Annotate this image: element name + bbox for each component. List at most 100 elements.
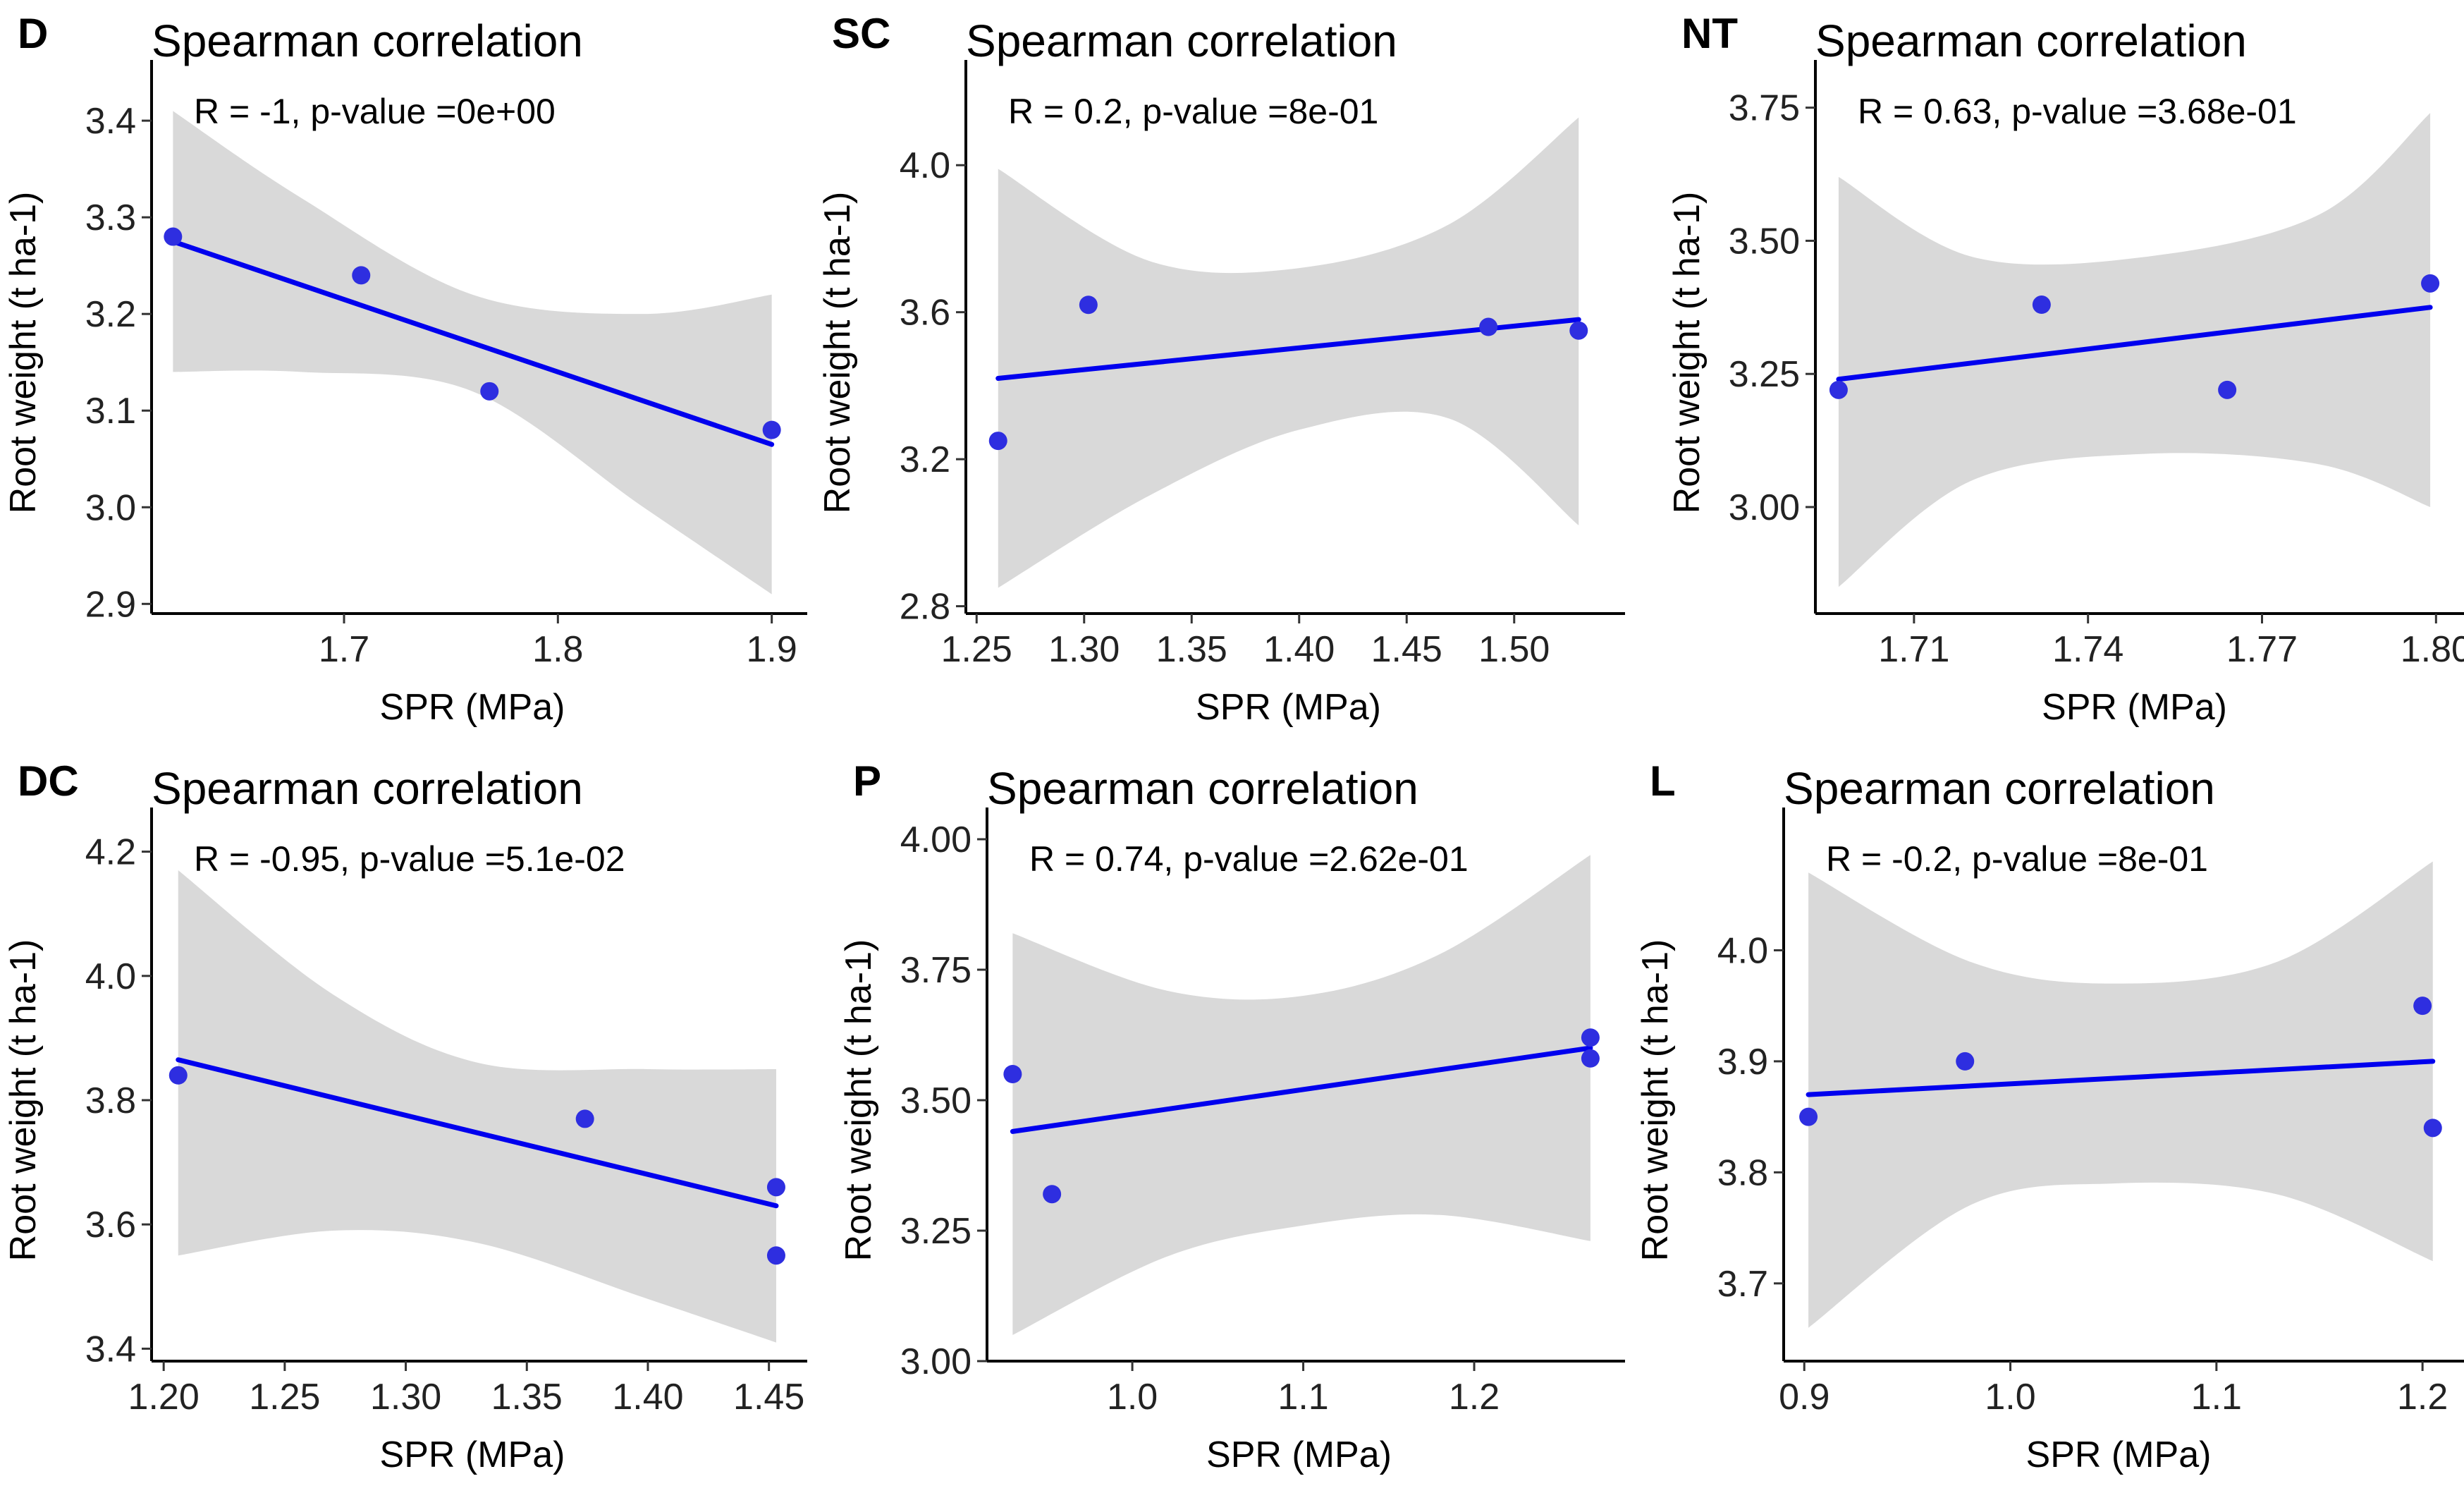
y-axis-title: Root weight (t ha-1) — [3, 192, 44, 514]
data-point — [1799, 1107, 1818, 1126]
x-tick-label: 0.9 — [1779, 1377, 1829, 1418]
x-tick-label: 1.35 — [1156, 629, 1227, 670]
y-tick-label: 3.25 — [1729, 354, 1800, 395]
y-tick-label: 3.50 — [900, 1080, 971, 1121]
panel-title: Spearman correlation — [152, 763, 583, 814]
x-tick-label: 1.35 — [491, 1377, 563, 1418]
x-tick-label: 1.1 — [2191, 1377, 2242, 1418]
data-point — [762, 420, 781, 439]
y-tick-label: 3.9 — [1717, 1042, 1768, 1083]
data-point — [1003, 1065, 1022, 1083]
x-axis-title: SPR (MPa) — [2042, 687, 2227, 728]
y-tick-label: 3.3 — [85, 197, 136, 238]
x-axis-title: SPR (MPa) — [1196, 687, 1381, 728]
data-point — [1581, 1049, 1600, 1068]
y-tick-label: 3.25 — [900, 1211, 971, 1252]
y-tick-label: 4.0 — [900, 145, 950, 186]
y-tick-label: 3.0 — [85, 487, 136, 528]
x-tick-label: 1.45 — [1371, 629, 1442, 670]
y-tick-label: 4.2 — [85, 832, 136, 873]
data-point — [1581, 1028, 1600, 1047]
y-tick-label: 3.2 — [85, 294, 136, 335]
confidence-band — [173, 111, 772, 595]
y-tick-label: 4.0 — [1717, 930, 1768, 971]
x-axis-title: SPR (MPa) — [1206, 1434, 1392, 1475]
x-tick-label: 1.71 — [1878, 629, 1949, 670]
data-point — [168, 1066, 188, 1085]
x-tick-label: 1.1 — [1277, 1377, 1328, 1418]
panel-p: 3.00 3.25 3.50 3.75 4.00 1.0 1.1 1.2 P Spearman c… — [838, 757, 1625, 1475]
correlation-stat: R = 0.2, p-value =8e-01 — [1008, 92, 1378, 131]
x-tick-label: 1.77 — [2226, 629, 2298, 670]
panel-letter: SC — [832, 10, 890, 57]
data-point — [1043, 1185, 1062, 1204]
x-axis-title: SPR (MPa) — [380, 687, 565, 728]
x-tick-label: 1.8 — [532, 629, 583, 670]
y-axis-title: Root weight (t ha-1) — [817, 192, 858, 514]
panel-l: 3.7 3.8 3.9 4.0 0.9 1.0 1.1 1.2 L Spearman correl… — [1635, 757, 2464, 1475]
x-tick-label: 1.7 — [319, 629, 369, 670]
y-tick-label: 4.00 — [900, 819, 971, 860]
correlation-stat: R = -1, p-value =0e+00 — [194, 92, 556, 131]
data-point — [1829, 380, 1848, 399]
y-tick-label: 2.8 — [900, 587, 950, 628]
data-point — [2413, 997, 2432, 1016]
data-point — [2032, 295, 2051, 315]
panel-title: Spearman correlation — [1815, 16, 2247, 66]
x-tick-label: 1.25 — [249, 1377, 320, 1418]
x-tick-label: 1.25 — [941, 629, 1012, 670]
correlation-stat: R = 0.74, p-value =2.62e-01 — [1029, 839, 1469, 879]
panel-title: Spearman correlation — [987, 763, 1418, 814]
y-tick-label: 4.0 — [85, 956, 136, 997]
x-tick-label: 1.0 — [1985, 1377, 2035, 1418]
data-point — [480, 382, 499, 401]
x-tick-label: 1.74 — [2052, 629, 2123, 670]
y-tick-label: 3.8 — [85, 1080, 136, 1121]
x-tick-label: 1.2 — [2397, 1377, 2448, 1418]
confidence-band — [1838, 113, 2431, 587]
data-point — [2218, 380, 2237, 399]
y-tick-label: 3.6 — [85, 1205, 136, 1245]
y-tick-label: 3.4 — [85, 1329, 136, 1370]
x-tick-label: 1.20 — [128, 1377, 200, 1418]
x-tick-label: 1.30 — [1048, 629, 1120, 670]
data-point — [575, 1109, 594, 1128]
x-tick-label: 1.2 — [1449, 1377, 1500, 1418]
confidence-band — [1808, 861, 2433, 1328]
data-point — [2423, 1119, 2442, 1138]
data-point — [1079, 295, 1098, 315]
data-point — [1569, 321, 1588, 340]
correlation-stat: R = -0.95, p-value =5.1e-02 — [194, 839, 625, 879]
y-tick-label: 3.4 — [85, 101, 136, 142]
regression-line — [1836, 305, 2433, 382]
x-tick-label: 1.9 — [747, 629, 797, 670]
panel-letter: DC — [18, 757, 79, 805]
confidence-band — [998, 117, 1579, 588]
confidence-band — [1012, 855, 1590, 1335]
y-tick-label: 3.8 — [1717, 1152, 1768, 1193]
panel-title: Spearman correlation — [966, 16, 1397, 66]
y-tick-label: 3.2 — [900, 439, 950, 480]
regression-line — [1806, 1059, 2436, 1097]
y-axis-title: Root weight (t ha-1) — [838, 939, 879, 1262]
y-tick-label: 3.00 — [1729, 487, 1800, 528]
data-point — [766, 1178, 785, 1197]
regression-line — [1010, 1045, 1593, 1134]
y-tick-label: 2.9 — [85, 584, 136, 625]
panel-letter: P — [853, 757, 881, 805]
regression-line — [176, 1057, 779, 1209]
panel-title: Spearman correlation — [152, 16, 583, 66]
data-point — [1479, 317, 1498, 336]
y-tick-label: 3.6 — [900, 293, 950, 334]
correlation-stat: R = 0.63, p-value =3.68e-01 — [1858, 92, 2297, 131]
y-axis-title: Root weight (t ha-1) — [1667, 192, 1708, 514]
panel-d: 2.9 3.0 3.1 3.2 3.3 3.4 1.7 1.8 1.9 D Spearman cor… — [3, 10, 807, 728]
y-tick-label: 3.7 — [1717, 1264, 1768, 1305]
data-point — [164, 227, 183, 246]
data-point — [352, 266, 371, 285]
regression-line — [170, 238, 775, 447]
panel-dc: 3.4 3.6 3.8 4.0 4.2 1.20 1.25 1.30 1.35 1.40 1.45 D… — [3, 757, 807, 1475]
x-tick-label: 1.40 — [1263, 629, 1335, 670]
panel-letter: NT — [1681, 10, 1738, 57]
